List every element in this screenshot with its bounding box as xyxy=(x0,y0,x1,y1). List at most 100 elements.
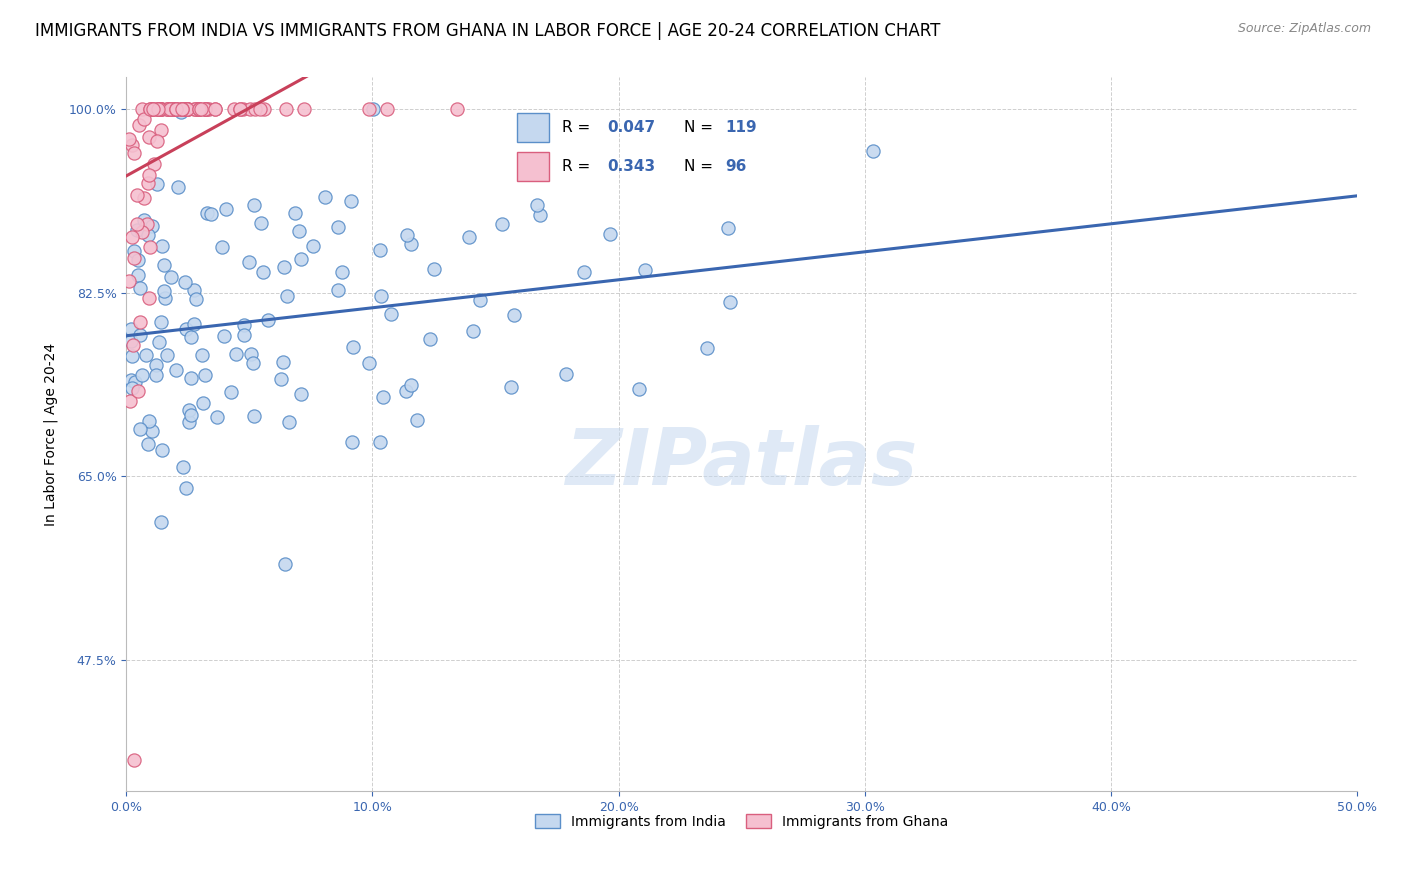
Point xyxy=(120,393,142,408)
Text: ZIPatlas: ZIPatlas xyxy=(565,425,918,501)
Point xyxy=(153,284,176,298)
Point xyxy=(328,283,350,297)
Point xyxy=(273,260,295,274)
Point xyxy=(314,190,336,204)
Point xyxy=(253,102,276,116)
Point xyxy=(862,144,884,158)
Point xyxy=(157,102,180,116)
Point xyxy=(142,102,165,116)
Point xyxy=(138,130,160,145)
Point xyxy=(271,355,294,369)
Point xyxy=(342,340,364,354)
Point xyxy=(127,268,149,283)
Point xyxy=(136,177,159,191)
Point xyxy=(243,102,266,116)
Point xyxy=(150,102,173,116)
Point xyxy=(163,102,186,116)
Point xyxy=(204,102,226,116)
Y-axis label: In Labor Force | Age 20-24: In Labor Force | Age 20-24 xyxy=(44,343,58,526)
Point xyxy=(200,207,222,221)
Point xyxy=(122,753,145,767)
Point xyxy=(554,367,576,381)
Point xyxy=(150,123,173,137)
Point xyxy=(238,254,260,268)
Point xyxy=(141,102,163,116)
Point xyxy=(121,137,143,152)
Point xyxy=(159,102,181,116)
Point xyxy=(167,102,190,116)
Point xyxy=(139,102,162,116)
Point xyxy=(526,198,548,212)
Point xyxy=(162,102,184,116)
Point xyxy=(233,318,256,332)
Point xyxy=(183,102,205,116)
Point xyxy=(149,102,172,116)
Point xyxy=(169,102,191,116)
Point xyxy=(145,368,167,382)
Point xyxy=(197,102,219,116)
Point xyxy=(215,202,238,217)
Point xyxy=(302,238,325,252)
Point xyxy=(359,102,381,116)
Point xyxy=(176,102,198,116)
Point xyxy=(270,372,292,386)
Point xyxy=(176,102,198,116)
Point xyxy=(375,102,398,116)
Point xyxy=(128,118,150,132)
Point xyxy=(165,102,187,116)
Point xyxy=(406,413,429,427)
Point xyxy=(252,264,274,278)
Point xyxy=(149,315,172,329)
Point xyxy=(120,334,142,348)
Point xyxy=(156,102,179,116)
Point xyxy=(138,291,160,305)
Point xyxy=(423,262,446,277)
Point xyxy=(170,102,193,116)
Point xyxy=(188,102,211,116)
Point xyxy=(174,322,197,336)
Point xyxy=(187,102,209,116)
Point xyxy=(696,341,718,355)
Point xyxy=(361,102,384,116)
Point xyxy=(717,221,740,235)
Point xyxy=(128,281,150,295)
Point xyxy=(194,102,217,116)
Point xyxy=(273,557,295,571)
Point xyxy=(357,356,380,370)
Point xyxy=(157,102,180,116)
Point xyxy=(156,102,179,116)
Point xyxy=(160,102,183,116)
Point xyxy=(243,198,266,212)
Point xyxy=(118,274,141,288)
Point xyxy=(399,377,422,392)
Point xyxy=(153,258,176,272)
Point xyxy=(121,338,143,352)
Point xyxy=(177,402,200,417)
Point xyxy=(120,322,142,336)
Point xyxy=(184,102,207,116)
Point xyxy=(250,216,273,230)
Point xyxy=(274,102,297,116)
Point xyxy=(370,289,392,303)
Point xyxy=(170,105,193,120)
Point xyxy=(118,132,141,146)
Point xyxy=(173,102,195,116)
Point xyxy=(124,375,146,389)
Point xyxy=(172,102,194,116)
Point xyxy=(136,227,159,242)
Point xyxy=(529,208,551,222)
Point xyxy=(180,330,202,344)
Point xyxy=(222,102,245,116)
Point xyxy=(229,102,252,116)
Point xyxy=(121,349,143,363)
Point xyxy=(193,102,215,116)
Point xyxy=(627,382,650,396)
Point xyxy=(139,102,162,116)
Point xyxy=(399,236,422,251)
Point xyxy=(461,325,484,339)
Point xyxy=(173,102,195,116)
Point xyxy=(131,102,153,116)
Point xyxy=(368,434,391,449)
Point xyxy=(156,348,179,362)
Point xyxy=(499,379,522,393)
